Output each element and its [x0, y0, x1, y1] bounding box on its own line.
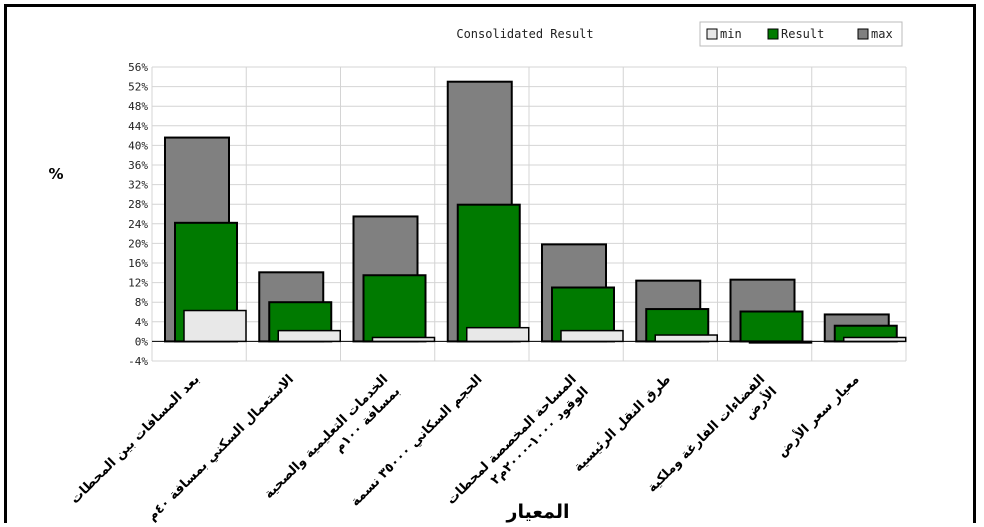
- bar-min-6: [748, 340, 813, 344]
- legend-label-result: Result: [781, 27, 824, 41]
- y-tick-label: 16%: [128, 257, 148, 270]
- x-axis-label: المعيار: [506, 501, 570, 523]
- bar-min-2: [371, 336, 436, 343]
- legend: min Result max: [699, 21, 903, 47]
- chart-title: Consolidated Result: [456, 27, 593, 41]
- legend-label-max: max: [871, 27, 893, 41]
- y-tick-label: 0%: [135, 335, 149, 348]
- y-tick-label: 12%: [128, 277, 148, 290]
- y-tick-label: 44%: [128, 120, 148, 133]
- y-tick-label: 56%: [128, 61, 148, 74]
- bar-min-5: [654, 334, 718, 343]
- category-label: الاستعمال السكني بمسافة ٤٠م: [145, 372, 297, 524]
- y-tick-label: 28%: [128, 198, 148, 211]
- bar-result-3: [456, 203, 521, 343]
- category-label: معيار سعر الأرض: [773, 371, 862, 460]
- legend-swatch-result: [767, 28, 779, 40]
- bars: [164, 80, 907, 344]
- y-tick-label: 8%: [135, 296, 149, 309]
- legend-label-min: min: [720, 27, 742, 41]
- y-tick-label: 48%: [128, 100, 148, 113]
- y-tick-label: 24%: [128, 218, 148, 231]
- y-tick-label: 36%: [128, 159, 148, 172]
- category-label-text-1: الاستعمال السكني بمسافة ٤٠م: [145, 372, 297, 524]
- legend-swatch-min: [706, 28, 718, 40]
- y-tick-label: 52%: [128, 81, 148, 94]
- bar-min-7: [843, 336, 907, 343]
- y-tick-label: -4%: [128, 355, 148, 368]
- y-tick-label: 32%: [128, 179, 148, 192]
- y-tick-label: 20%: [128, 237, 148, 250]
- category-label-text-7: معيار سعر الأرض: [773, 371, 862, 460]
- bar-result-6: [739, 310, 804, 343]
- legend-swatch-max: [857, 28, 869, 40]
- category-label: طرق النقل الرئيسية: [571, 372, 674, 475]
- bar-min-3: [466, 326, 530, 343]
- chart-frame: [4, 4, 976, 523]
- y-axis-ticks: -4% 0% 4% 8% 12% 16% 20% 24% 28% 32% 36% 40% 44% 48% 5…: [128, 61, 148, 368]
- bar-min-0: [183, 309, 247, 343]
- y-tick-label: 40%: [128, 139, 148, 152]
- bar-min-4: [560, 329, 624, 343]
- category-label-text-5: طرق النقل الرئيسية: [571, 372, 674, 475]
- bar-min-1: [277, 329, 341, 343]
- y-tick-label: 4%: [135, 316, 149, 329]
- y-axis-label: %: [48, 165, 63, 183]
- bar-result-2: [362, 274, 427, 343]
- category-label-text-4: الوقود ١٠٠٠-٢٠٠٠م٢: [488, 384, 592, 488]
